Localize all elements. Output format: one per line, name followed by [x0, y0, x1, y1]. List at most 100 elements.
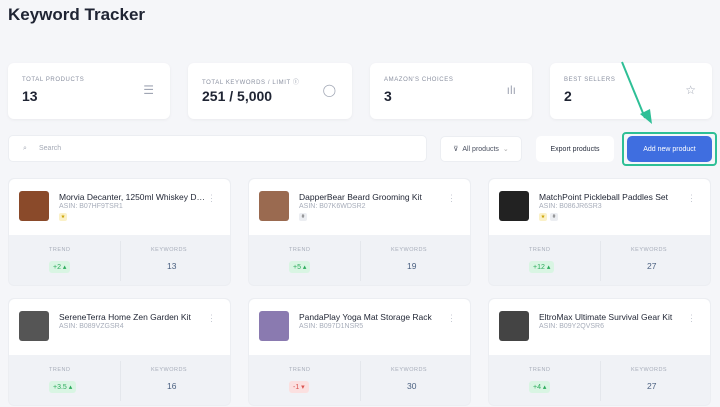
- trend-badge: -1 ▾: [289, 381, 309, 393]
- keywords-label: KEYWORDS: [631, 247, 668, 253]
- star-icon: ☆: [685, 83, 696, 97]
- stat-label: TOTAL KEYWORDS / LIMIT ⓘ: [202, 80, 300, 86]
- stat-value: 2: [564, 88, 572, 104]
- keywords-label: KEYWORDS: [391, 367, 428, 373]
- product-image: [19, 311, 49, 341]
- product-header: SereneTerra Home Zen Garden Kit ASIN: B0…: [9, 299, 230, 355]
- product-card[interactable]: MatchPoint Pickleball Paddles Set ASIN: …: [488, 178, 711, 286]
- more-options-icon[interactable]: ⋮: [447, 193, 456, 203]
- trend-badge: +5 ▴: [289, 261, 311, 273]
- keywords-count: 16: [167, 381, 177, 391]
- chevron-down-icon: ⌄: [502, 146, 509, 153]
- more-options-icon[interactable]: ⋮: [687, 193, 696, 203]
- more-options-icon[interactable]: ⋮: [447, 313, 456, 323]
- product-card[interactable]: PandaPlay Yoga Mat Storage Rack ASIN: B0…: [248, 298, 471, 406]
- stat-label: BEST SELLERS: [564, 77, 616, 83]
- add-new-product-button[interactable]: Add new product: [627, 136, 712, 162]
- page-title: Keyword Tracker: [8, 5, 146, 24]
- best-seller-badge: #: [299, 213, 307, 221]
- keywords-count: 27: [647, 381, 657, 391]
- divider: [120, 361, 121, 401]
- product-name[interactable]: PandaPlay Yoga Mat Storage Rack: [299, 312, 432, 322]
- search-placeholder: Search: [39, 145, 62, 152]
- stat-label: TOTAL PRODUCTS: [22, 77, 85, 83]
- product-name[interactable]: SereneTerra Home Zen Garden Kit: [59, 312, 191, 322]
- product-asin: ASIN: B07HF9TSR1: [59, 203, 123, 210]
- product-card[interactable]: EltroMax Ultimate Survival Gear Kit ASIN…: [488, 298, 711, 406]
- export-products-button[interactable]: Export products: [536, 136, 614, 162]
- product-image: [499, 191, 529, 221]
- trend-badge: +3.5 ▴: [49, 381, 77, 393]
- trend-badge: +12 ▴: [529, 261, 555, 273]
- trend-badge: +2 ▴: [49, 261, 71, 273]
- product-header: DapperBear Beard Grooming Kit ASIN: B07K…: [249, 179, 470, 235]
- product-badges: ★: [59, 213, 67, 221]
- divider: [600, 241, 601, 281]
- bar-chart-icon: ılı: [506, 83, 516, 97]
- product-header: Morvia Decanter, 1250ml Whiskey Decanter…: [9, 179, 230, 235]
- product-header: MatchPoint Pickleball Paddles Set ASIN: …: [489, 179, 710, 235]
- search-icon: ⌕: [23, 145, 27, 152]
- stat-label: AMAZON'S CHOICES: [384, 77, 454, 83]
- keywords-label: KEYWORDS: [151, 247, 188, 253]
- list-icon: ☰: [143, 83, 154, 97]
- product-header: PandaPlay Yoga Mat Storage Rack ASIN: B0…: [249, 299, 470, 355]
- more-options-icon[interactable]: ⋮: [687, 313, 696, 323]
- keywords-label: KEYWORDS: [151, 367, 188, 373]
- trend-badge: +4 ▴: [529, 381, 551, 393]
- trend-label: TREND: [529, 367, 551, 373]
- filter-icon: ⊽: [453, 146, 459, 153]
- highlight-box: [622, 132, 717, 166]
- keywords-count: 19: [407, 261, 417, 271]
- search-input[interactable]: ⌕ Search: [8, 135, 427, 162]
- product-name[interactable]: DapperBear Beard Grooming Kit: [299, 192, 422, 202]
- product-card[interactable]: DapperBear Beard Grooming Kit ASIN: B07K…: [248, 178, 471, 286]
- divider: [600, 361, 601, 401]
- trend-label: TREND: [49, 247, 71, 253]
- trend-label: TREND: [49, 367, 71, 373]
- product-asin: ASIN: B086JR6SR3: [539, 203, 602, 210]
- divider: [360, 361, 361, 401]
- keywords-label: KEYWORDS: [631, 367, 668, 373]
- stat-value: 13: [22, 88, 38, 104]
- product-name[interactable]: MatchPoint Pickleball Paddles Set: [539, 192, 668, 202]
- more-options-icon[interactable]: ⋮: [207, 193, 216, 203]
- product-card[interactable]: SereneTerra Home Zen Garden Kit ASIN: B0…: [8, 298, 231, 406]
- trend-label: TREND: [529, 247, 551, 253]
- product-image: [259, 311, 289, 341]
- product-image: [499, 311, 529, 341]
- amazons-choice-badge: ★: [59, 213, 67, 221]
- trend-label: TREND: [289, 247, 311, 253]
- best-seller-badge: #: [550, 213, 558, 221]
- product-badges: ★ #: [539, 213, 558, 221]
- product-badges: #: [299, 213, 307, 221]
- product-asin: ASIN: B089VZGSR4: [59, 323, 124, 330]
- product-card[interactable]: Morvia Decanter, 1250ml Whiskey Decanter…: [8, 178, 231, 286]
- stat-value: 3: [384, 88, 392, 104]
- stat-best-sellers: BEST SELLERS 2 ☆: [550, 63, 712, 119]
- keywords-count: 27: [647, 261, 657, 271]
- filter-dropdown[interactable]: ⊽ All products ⌄: [440, 136, 522, 162]
- keywords-label: KEYWORDS: [391, 247, 428, 253]
- divider: [360, 241, 361, 281]
- product-name[interactable]: EltroMax Ultimate Survival Gear Kit: [539, 312, 673, 322]
- amazons-choice-badge: ★: [539, 213, 547, 221]
- trend-label: TREND: [289, 367, 311, 373]
- product-image: [19, 191, 49, 221]
- divider: [120, 241, 121, 281]
- product-name[interactable]: Morvia Decanter, 1250ml Whiskey Decanter: [59, 192, 207, 202]
- product-header: EltroMax Ultimate Survival Gear Kit ASIN…: [489, 299, 710, 355]
- stat-value: 251 / 5,000: [202, 88, 273, 104]
- product-asin: ASIN: B09Y2QVSR6: [539, 323, 604, 330]
- stat-total-products: TOTAL PRODUCTS 13 ☰: [8, 63, 170, 119]
- stat-amazons-choices: AMAZON'S CHOICES 3 ılı: [370, 63, 532, 119]
- stat-total-keywords: TOTAL KEYWORDS / LIMIT ⓘ 251 / 5,000 ◯: [188, 63, 352, 119]
- filter-label: All products: [462, 145, 499, 153]
- product-asin: ASIN: B097D1NSR5: [299, 323, 364, 330]
- product-asin: ASIN: B07K6WDSR2: [299, 203, 366, 210]
- more-options-icon[interactable]: ⋮: [207, 313, 216, 323]
- circle-icon: ◯: [322, 83, 336, 97]
- keywords-count: 13: [167, 261, 177, 271]
- product-image: [259, 191, 289, 221]
